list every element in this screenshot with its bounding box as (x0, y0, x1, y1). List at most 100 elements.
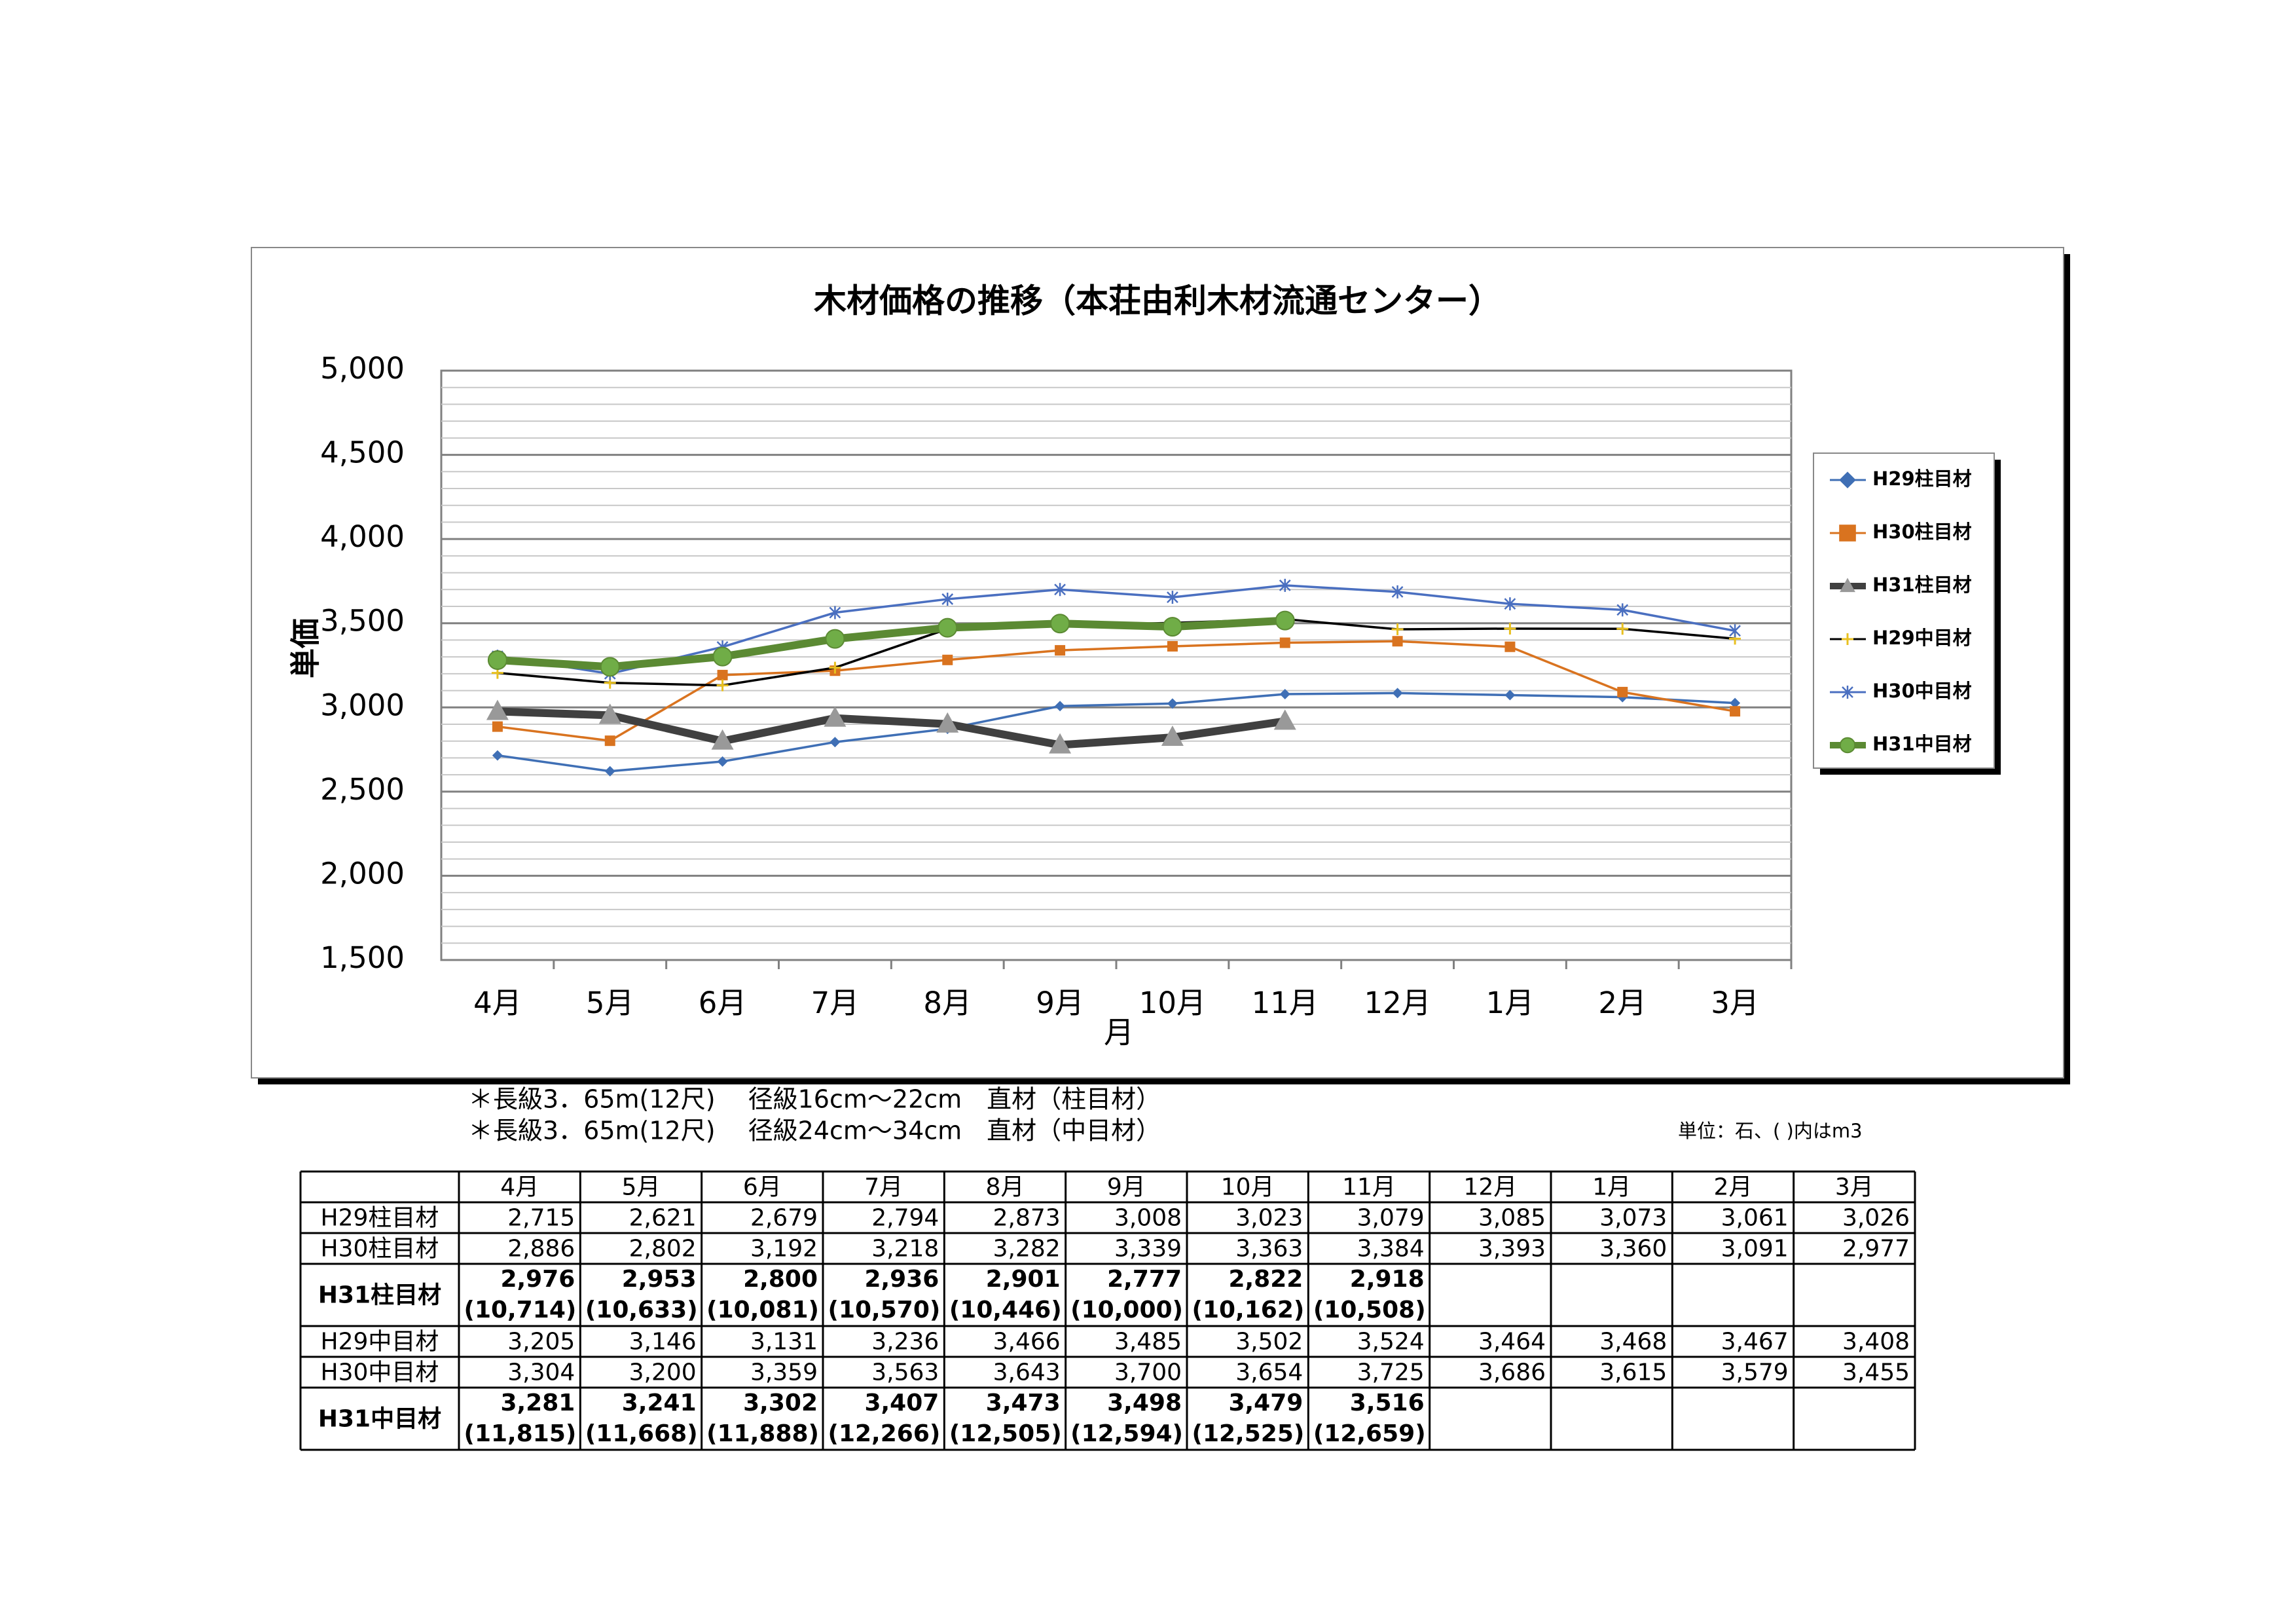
table-cell: 3,200 (629, 1359, 697, 1386)
marker (1617, 686, 1628, 697)
y-tick-label: 2,000 (320, 856, 405, 891)
y-tick-label: 3,500 (320, 604, 405, 638)
marker (711, 729, 734, 750)
table-cell: 2,802 (629, 1236, 697, 1263)
marker (604, 766, 615, 777)
x-tick-label: 1月 (1486, 986, 1535, 1020)
table-cell-sub: (10,508) (1313, 1297, 1426, 1323)
table-cell: 3,408 (1842, 1329, 1910, 1356)
y-tick-label: 4,500 (320, 435, 405, 470)
marker (1504, 622, 1516, 635)
marker (600, 657, 620, 677)
marker (1054, 583, 1066, 597)
table-cell: 3,615 (1599, 1359, 1667, 1386)
legend-label: H30中目材 (1872, 680, 1972, 702)
table-cell: 3,073 (1599, 1205, 1667, 1232)
table-header: 11月 (1342, 1174, 1396, 1201)
marker (829, 661, 841, 674)
y-tick-label: 1,500 (320, 940, 405, 975)
table-cell: 3,467 (1721, 1329, 1789, 1356)
table-header: 8月 (986, 1174, 1025, 1201)
table-cell: 3,643 (993, 1359, 1061, 1386)
table-cell: 3,466 (993, 1329, 1061, 1356)
table-cell-sub: (10,446) (949, 1297, 1062, 1323)
marker (1392, 688, 1403, 699)
table-cell: 3,218 (871, 1236, 939, 1263)
table-cell: 3,085 (1478, 1205, 1546, 1232)
marker (1279, 578, 1291, 592)
marker (1504, 641, 1516, 652)
table-header: 5月 (622, 1174, 661, 1201)
marker (1504, 690, 1516, 701)
y-tick-label: 4,000 (320, 519, 405, 554)
table-cell: 3,479 (1228, 1390, 1303, 1416)
marker (1275, 610, 1295, 631)
table-header: 12月 (1463, 1174, 1517, 1201)
table-cell: 3,524 (1357, 1329, 1425, 1356)
marker (717, 756, 728, 767)
marker (1050, 614, 1070, 634)
table-cell: 3,241 (622, 1390, 697, 1416)
x-tick-label: 10月 (1139, 986, 1206, 1020)
table-header: 4月 (500, 1174, 539, 1201)
x-tick-label: 6月 (699, 986, 747, 1020)
table-cell: 3,091 (1721, 1236, 1789, 1263)
marker (712, 646, 733, 667)
table-cell: 3,026 (1842, 1205, 1910, 1232)
row-label: H29柱目材 (321, 1205, 439, 1232)
table-cell-sub: (11,888) (706, 1420, 819, 1447)
x-tick-label: 11月 (1252, 986, 1319, 1020)
table-cell: 3,516 (1350, 1390, 1425, 1416)
marker (1162, 617, 1182, 637)
table-cell: 3,700 (1114, 1359, 1182, 1386)
marker (936, 712, 959, 733)
table-cell: 3,236 (871, 1329, 939, 1356)
table-cell: 2,873 (993, 1205, 1061, 1232)
x-tick-label: 12月 (1364, 986, 1430, 1020)
table-header: 9月 (1107, 1174, 1146, 1201)
table-cell-sub: (12,659) (1313, 1420, 1426, 1447)
row-label: H30中目材 (321, 1359, 439, 1386)
chart-title: 木材価格の推移（本荘由利木材流通センター） (814, 282, 1501, 320)
marker (1729, 624, 1741, 638)
table-cell-sub: (10,633) (585, 1297, 698, 1323)
legend-label: H31柱目材 (1872, 574, 1972, 596)
note: ＊長級3．65m(12尺) 径級16cm～22cm 直材（柱目材） (468, 1085, 1161, 1114)
legend-label: H31中目材 (1872, 733, 1972, 755)
table-cell: 3,363 (1235, 1236, 1303, 1263)
legend-label: H30柱目材 (1872, 521, 1972, 543)
table-cell: 3,502 (1235, 1329, 1303, 1356)
table-cell: 2,976 (500, 1266, 575, 1293)
table-cell: 3,686 (1478, 1359, 1546, 1386)
y-tick-label: 5,000 (320, 351, 405, 386)
x-tick-label: 2月 (1598, 986, 1647, 1020)
table-cell-sub: (10,570) (828, 1297, 941, 1323)
table-cell: 2,953 (622, 1266, 697, 1293)
marker (1730, 706, 1741, 717)
table-cell: 2,936 (864, 1266, 939, 1293)
marker (1616, 623, 1629, 635)
marker (1839, 737, 1856, 754)
marker (1391, 585, 1404, 599)
table-cell: 3,023 (1235, 1205, 1303, 1232)
y-axis-label: 単価 (288, 618, 323, 678)
marker (1279, 637, 1290, 648)
marker (1730, 697, 1741, 709)
table-header: 7月 (864, 1174, 903, 1201)
unit-note: 単位：石、( )内はm3 (1678, 1120, 1863, 1142)
table-cell: 3,393 (1478, 1236, 1546, 1263)
table-cell: 2,777 (1107, 1266, 1182, 1293)
row-label: H29中目材 (321, 1329, 439, 1356)
table-cell: 2,918 (1350, 1266, 1425, 1293)
marker (1167, 640, 1178, 652)
table-cell: 2,977 (1842, 1236, 1910, 1263)
table-cell: 3,359 (750, 1359, 818, 1386)
table-header: 1月 (1592, 1174, 1631, 1201)
marker (942, 654, 953, 665)
marker (598, 703, 621, 724)
table-cell: 3,485 (1114, 1329, 1182, 1356)
marker (825, 629, 845, 649)
table-cell: 2,822 (1228, 1266, 1303, 1293)
table-cell: 3,725 (1357, 1359, 1425, 1386)
